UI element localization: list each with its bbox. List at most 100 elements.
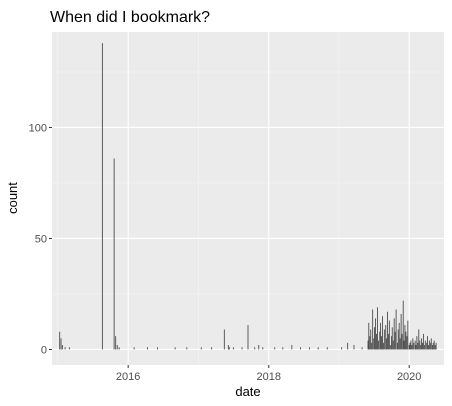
bar bbox=[375, 318, 376, 350]
bar bbox=[393, 318, 395, 350]
bar bbox=[247, 325, 249, 350]
bar bbox=[186, 347, 188, 350]
bar bbox=[300, 347, 301, 350]
bar bbox=[392, 340, 394, 350]
bar bbox=[274, 347, 276, 350]
bar bbox=[395, 309, 397, 350]
bar bbox=[371, 342, 373, 350]
bar bbox=[380, 322, 381, 350]
bar bbox=[374, 327, 376, 350]
bar bbox=[418, 329, 420, 350]
bar bbox=[407, 320, 409, 350]
bar bbox=[115, 336, 117, 350]
y-tick-label: 0 bbox=[41, 344, 47, 356]
bar bbox=[146, 347, 148, 350]
bar bbox=[388, 320, 390, 350]
bar bbox=[401, 333, 403, 350]
bar bbox=[435, 342, 437, 350]
bar bbox=[317, 347, 319, 350]
bar bbox=[133, 347, 135, 350]
bar bbox=[386, 338, 387, 350]
bar bbox=[262, 347, 264, 350]
bar bbox=[413, 342, 415, 350]
bar bbox=[369, 336, 371, 350]
bar bbox=[410, 340, 412, 350]
bar bbox=[432, 345, 433, 350]
bar bbox=[254, 347, 256, 350]
bar bbox=[422, 333, 424, 350]
y-axis-ticks: 0 50 100 bbox=[29, 122, 52, 356]
chart-title: When did I bookmark? bbox=[50, 9, 210, 26]
bar bbox=[428, 340, 430, 350]
bar bbox=[282, 347, 284, 350]
bar bbox=[391, 336, 392, 350]
bar bbox=[424, 340, 426, 350]
bar bbox=[433, 340, 435, 350]
y-axis-title: count bbox=[5, 182, 20, 214]
bar bbox=[394, 331, 396, 350]
bar bbox=[156, 347, 158, 350]
y-tick-label: 100 bbox=[29, 122, 47, 134]
minor-gridlines bbox=[52, 32, 444, 365]
bar bbox=[402, 300, 404, 350]
bar bbox=[397, 342, 398, 350]
bar bbox=[309, 347, 310, 350]
x-tick-label: 2018 bbox=[257, 371, 281, 383]
bar bbox=[429, 342, 431, 350]
bar bbox=[241, 347, 243, 350]
bar bbox=[291, 345, 293, 350]
bar bbox=[387, 333, 389, 350]
bar bbox=[227, 345, 229, 350]
bar bbox=[430, 338, 432, 350]
x-axis-title: date bbox=[235, 384, 260, 399]
bar bbox=[426, 342, 428, 350]
bar bbox=[403, 340, 405, 350]
bar bbox=[211, 347, 213, 350]
bar bbox=[406, 336, 408, 350]
bar bbox=[400, 313, 402, 350]
bar bbox=[347, 342, 349, 350]
bar bbox=[59, 331, 61, 350]
bar bbox=[417, 342, 419, 350]
bar bbox=[361, 347, 363, 350]
bar bbox=[326, 347, 328, 350]
bar bbox=[412, 338, 414, 350]
bar bbox=[61, 345, 63, 350]
bar bbox=[408, 345, 410, 350]
bars-group bbox=[59, 43, 437, 350]
bar bbox=[379, 331, 381, 350]
y-tick-label: 50 bbox=[35, 233, 47, 245]
bar bbox=[416, 336, 418, 350]
bar bbox=[391, 327, 393, 350]
bar bbox=[385, 325, 387, 350]
bar bbox=[381, 336, 382, 350]
bar bbox=[382, 342, 384, 350]
bar bbox=[404, 325, 406, 350]
bar bbox=[420, 345, 422, 350]
bar bbox=[200, 347, 202, 350]
bar bbox=[228, 347, 230, 350]
bar bbox=[60, 338, 62, 350]
bar bbox=[423, 345, 425, 350]
bar bbox=[427, 345, 429, 350]
bar bbox=[383, 329, 385, 350]
bar bbox=[409, 342, 411, 350]
bar bbox=[419, 340, 421, 350]
x-tick-label: 2020 bbox=[397, 371, 421, 383]
x-tick-label: 2016 bbox=[116, 371, 140, 383]
bar bbox=[174, 347, 176, 350]
bar bbox=[415, 345, 417, 350]
bar bbox=[341, 347, 343, 350]
bar bbox=[405, 331, 407, 350]
bar bbox=[432, 342, 434, 350]
bar bbox=[376, 333, 377, 350]
bar bbox=[370, 329, 372, 350]
bar bbox=[387, 311, 388, 350]
bar bbox=[427, 336, 428, 350]
bar bbox=[397, 329, 399, 350]
bar bbox=[116, 345, 118, 350]
bar bbox=[373, 338, 375, 350]
bar bbox=[64, 347, 66, 350]
